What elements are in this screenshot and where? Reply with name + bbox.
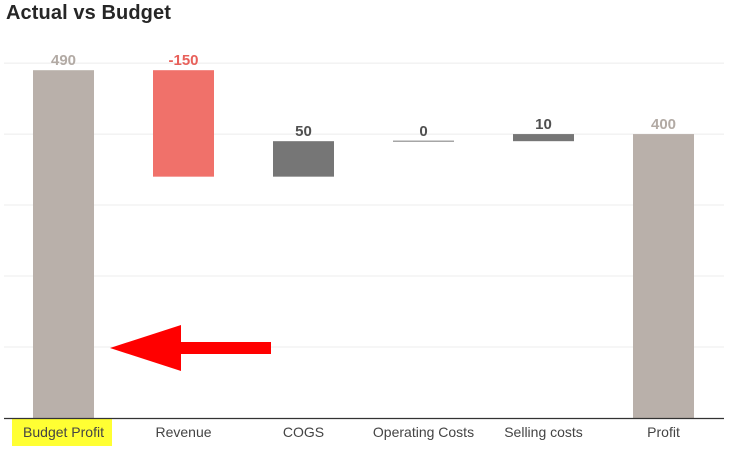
data-label-cogs: 50 bbox=[295, 123, 312, 140]
tick-label-selling-costs: Selling costs bbox=[504, 424, 583, 440]
data-label-selling-costs: 10 bbox=[535, 116, 552, 133]
bar-selling-costs bbox=[513, 134, 574, 142]
tick-label-profit: Profit bbox=[647, 424, 680, 440]
data-label-profit: 400 bbox=[651, 116, 676, 133]
bars bbox=[33, 70, 694, 418]
tick-label-cogs: COGS bbox=[283, 424, 324, 440]
data-label-operating-costs: 0 bbox=[419, 123, 427, 140]
gridlines bbox=[4, 62, 724, 348]
annotations bbox=[110, 325, 271, 371]
red-arrow-icon bbox=[110, 325, 271, 371]
tick-label-budget-profit: Budget Profit bbox=[23, 424, 104, 440]
chart-title: Actual vs Budget bbox=[6, 2, 171, 24]
tick-label-operating-costs: Operating Costs bbox=[373, 424, 474, 440]
data-label-revenue: -150 bbox=[168, 52, 198, 69]
tick-label-revenue: Revenue bbox=[155, 424, 211, 440]
tick-label-highlight bbox=[12, 419, 112, 446]
data-label-budget-profit: 490 bbox=[51, 52, 76, 69]
bar-profit bbox=[633, 134, 694, 418]
bar-revenue bbox=[153, 70, 214, 177]
bar-cogs bbox=[273, 141, 334, 177]
data-labels: 490 -150 50 0 10 400 bbox=[51, 52, 676, 140]
bar-budget-profit bbox=[33, 70, 94, 418]
x-axis: Budget Profit Revenue COGS Operating Costs S… bbox=[4, 417, 724, 446]
